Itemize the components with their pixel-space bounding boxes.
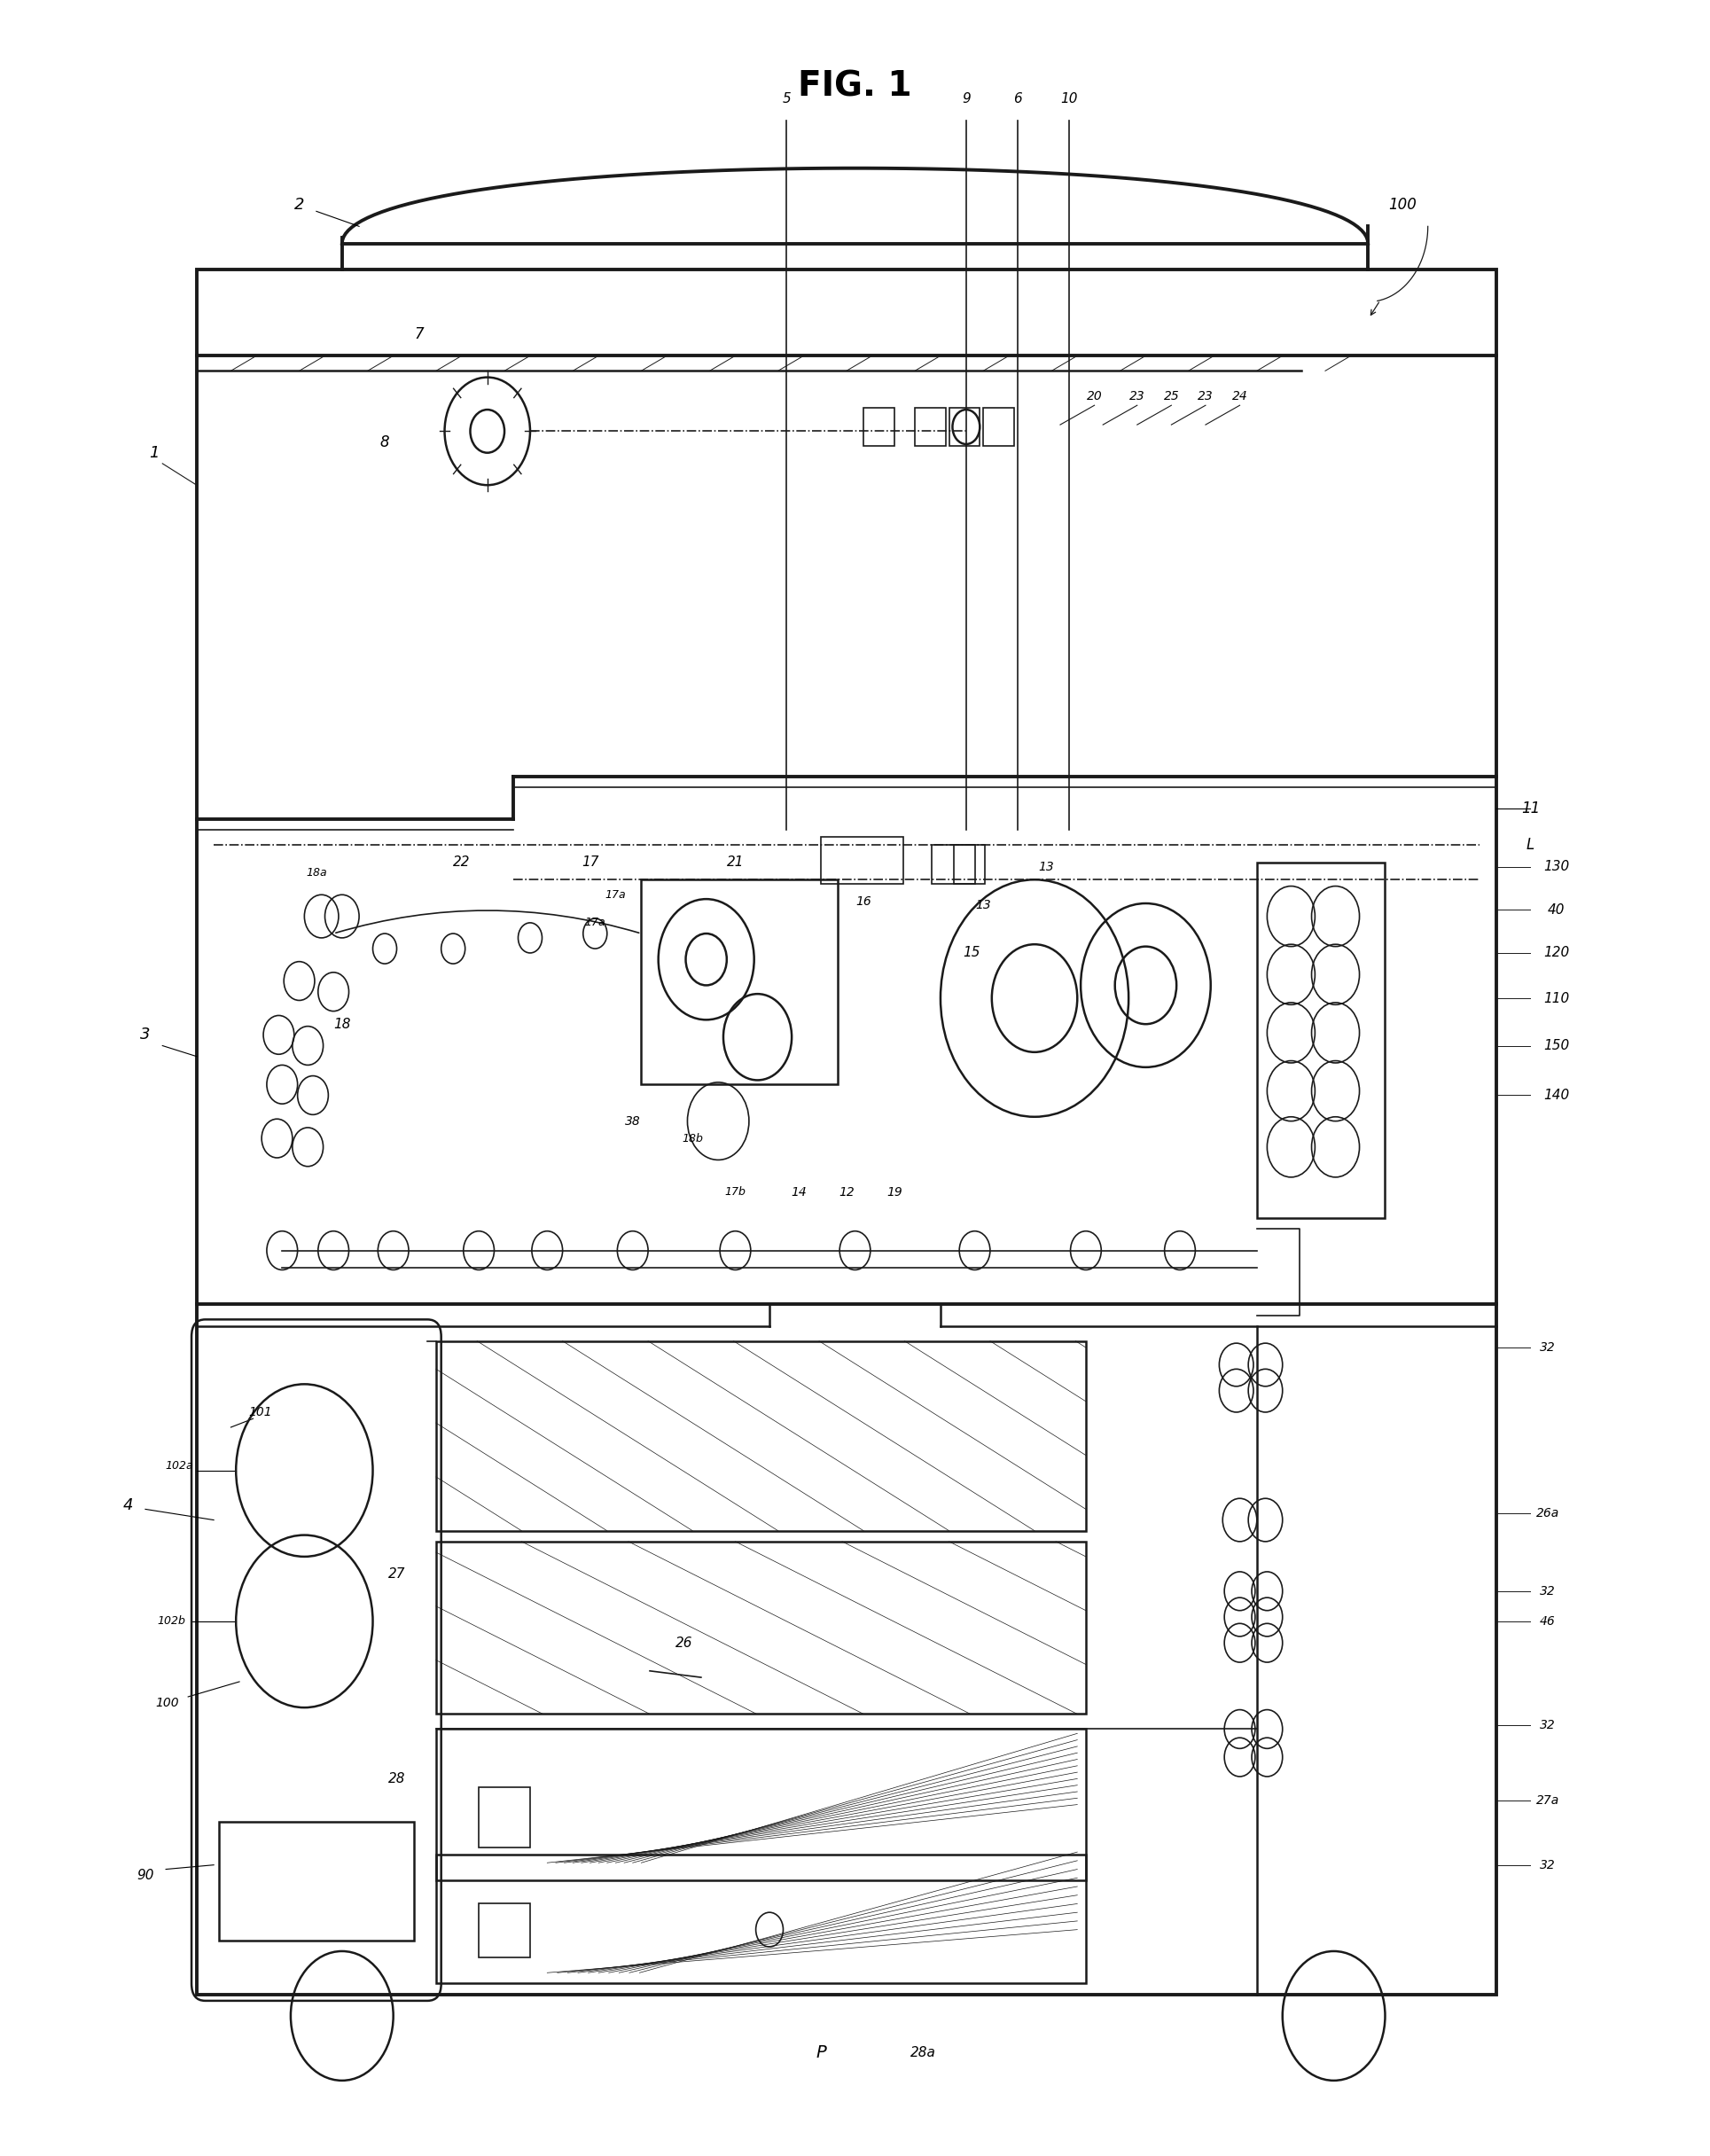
Text: 102a: 102a — [166, 1460, 193, 1473]
Text: 1: 1 — [149, 444, 159, 461]
Text: 46: 46 — [1539, 1615, 1556, 1628]
Text: 23: 23 — [1129, 390, 1146, 403]
Text: 14: 14 — [790, 1186, 807, 1199]
Text: 11: 11 — [1520, 800, 1541, 817]
Text: 15: 15 — [963, 946, 980, 959]
Text: 150: 150 — [1542, 1039, 1570, 1052]
Text: 18a: 18a — [306, 867, 327, 880]
Text: 16: 16 — [855, 895, 872, 908]
Text: 28: 28 — [388, 1772, 405, 1785]
Bar — [436, 1542, 1086, 1714]
Text: 101: 101 — [248, 1406, 272, 1419]
Text: FIG. 1: FIG. 1 — [799, 69, 911, 103]
Bar — [932, 845, 975, 884]
Bar — [949, 407, 980, 446]
Text: 13: 13 — [1038, 860, 1055, 873]
Text: 8: 8 — [380, 433, 390, 451]
Text: 12: 12 — [838, 1186, 855, 1199]
Bar — [821, 837, 903, 884]
Text: 18: 18 — [333, 1018, 351, 1031]
Text: 32: 32 — [1539, 1585, 1556, 1598]
Bar — [983, 407, 1014, 446]
Bar — [864, 407, 894, 446]
Text: 4: 4 — [123, 1496, 133, 1514]
Bar — [436, 1341, 1086, 1531]
Text: 5: 5 — [781, 93, 792, 106]
Bar — [1257, 862, 1385, 1218]
Text: 27: 27 — [388, 1567, 405, 1580]
Text: 13: 13 — [975, 899, 992, 912]
Text: P: P — [816, 2044, 826, 2061]
Text: 102b: 102b — [157, 1615, 185, 1628]
Text: 38: 38 — [624, 1115, 641, 1128]
Text: 23: 23 — [1197, 390, 1214, 403]
Text: 17a: 17a — [605, 888, 626, 901]
Text: 110: 110 — [1542, 992, 1570, 1005]
Text: 32: 32 — [1539, 1718, 1556, 1731]
Bar — [436, 1729, 1086, 1880]
Text: 7: 7 — [414, 326, 424, 343]
Bar — [641, 880, 838, 1084]
Text: 22: 22 — [453, 856, 470, 869]
Bar — [197, 270, 1496, 1994]
Bar — [436, 1854, 1086, 1984]
Text: 120: 120 — [1542, 946, 1570, 959]
Text: 20: 20 — [1086, 390, 1103, 403]
Text: 90: 90 — [137, 1869, 154, 1882]
Text: 3: 3 — [140, 1026, 150, 1044]
Bar — [954, 845, 985, 884]
Bar — [219, 1822, 414, 1940]
Text: 100: 100 — [156, 1697, 180, 1710]
Text: 40: 40 — [1548, 903, 1565, 916]
Bar — [915, 407, 946, 446]
Text: 19: 19 — [886, 1186, 903, 1199]
Bar — [479, 1904, 530, 1958]
Text: 21: 21 — [727, 856, 744, 869]
Text: 18b: 18b — [682, 1132, 703, 1145]
Text: 32: 32 — [1539, 1858, 1556, 1871]
Text: 100: 100 — [1389, 196, 1416, 213]
Text: 130: 130 — [1542, 860, 1570, 873]
Text: 26a: 26a — [1536, 1507, 1560, 1520]
Bar — [479, 1787, 530, 1848]
Text: 17: 17 — [581, 856, 598, 869]
Text: 27a: 27a — [1536, 1794, 1560, 1807]
Text: 24: 24 — [1231, 390, 1248, 403]
Text: 26: 26 — [675, 1636, 693, 1649]
Text: 32: 32 — [1539, 1341, 1556, 1354]
Text: L: L — [1527, 837, 1534, 854]
Text: 140: 140 — [1542, 1089, 1570, 1102]
Text: 17a: 17a — [585, 916, 605, 929]
Text: 2: 2 — [294, 196, 304, 213]
Text: 25: 25 — [1163, 390, 1180, 403]
Text: 9: 9 — [961, 93, 971, 106]
Text: 10: 10 — [1060, 93, 1077, 106]
Text: 28a: 28a — [911, 2046, 935, 2059]
Text: 6: 6 — [1012, 93, 1023, 106]
Text: 17b: 17b — [725, 1186, 746, 1199]
